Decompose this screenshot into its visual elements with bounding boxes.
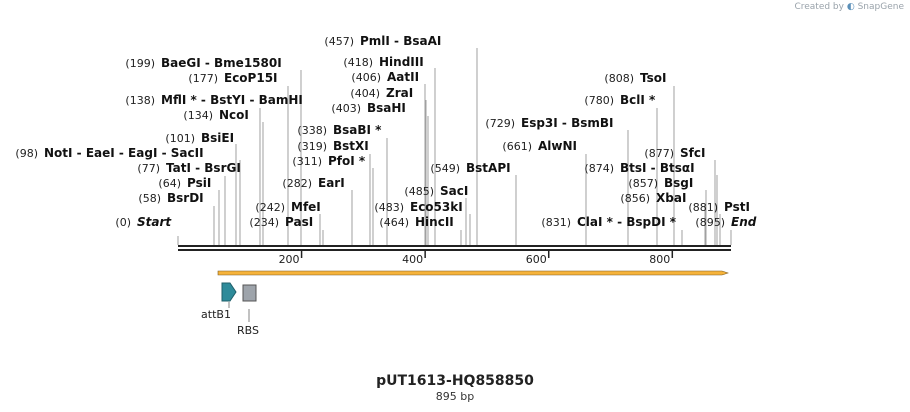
site-position: (134) bbox=[183, 109, 213, 122]
site-position: (549) bbox=[430, 162, 460, 175]
site-label[interactable]: BaeGI - Bme1580I bbox=[161, 56, 282, 70]
site-label[interactable]: SacI bbox=[440, 184, 468, 198]
site-leader-lines bbox=[177, 48, 732, 245]
rbs-label: RBS bbox=[237, 324, 259, 337]
site-label[interactable]: BtsI - BtsαI bbox=[620, 161, 695, 175]
site-labels: (0) Start (58) BsrDI(64) PsiI (77) TatI - BsrG… bbox=[15, 34, 756, 229]
site-position: (64) bbox=[158, 177, 181, 190]
site-position: (199) bbox=[125, 57, 155, 70]
rbs-feature-box[interactable] bbox=[242, 284, 257, 302]
attb1-label: attB1 bbox=[201, 308, 231, 321]
snapgene-logo-icon: ◐ bbox=[846, 2, 855, 12]
site-position: (418) bbox=[343, 56, 373, 69]
ruler-ticks: 200 400 600 800 bbox=[279, 251, 674, 266]
site-position: (877) bbox=[644, 147, 674, 160]
ruler-tick-label: 800 bbox=[649, 253, 670, 266]
site-position: (485) bbox=[404, 185, 434, 198]
site-label[interactable]: XbaI bbox=[656, 191, 686, 205]
site-label[interactable]: EarI bbox=[318, 176, 345, 190]
site-position: (661) bbox=[502, 140, 532, 153]
site-label[interactable]: BsgI bbox=[664, 176, 693, 190]
site-label[interactable]: TsoI bbox=[640, 71, 666, 85]
attb1-feature-arrow[interactable] bbox=[221, 282, 237, 302]
site-label[interactable]: TatI - BsrGI bbox=[166, 161, 241, 175]
site-label[interactable]: BsiEI bbox=[201, 131, 234, 145]
site-position: (780) bbox=[584, 94, 614, 107]
site-label[interactable]: BsaHI bbox=[367, 101, 406, 115]
site-position: (856) bbox=[620, 192, 650, 205]
site-position: (457) bbox=[324, 35, 354, 48]
site-position: (282) bbox=[282, 177, 312, 190]
site-position: (404) bbox=[350, 87, 380, 100]
site-position: (464) bbox=[379, 216, 409, 229]
site-label[interactable]: Start bbox=[137, 215, 172, 229]
site-label[interactable]: SfcI bbox=[680, 146, 705, 160]
site-label[interactable]: MfeI bbox=[291, 200, 321, 214]
site-label[interactable]: End bbox=[731, 215, 757, 229]
site-position: (483) bbox=[374, 201, 404, 214]
site-label[interactable]: PfoI * bbox=[328, 154, 366, 168]
site-position: (729) bbox=[485, 117, 515, 130]
site-position: (138) bbox=[125, 94, 155, 107]
site-position: (234) bbox=[249, 216, 279, 229]
site-position: (831) bbox=[541, 216, 571, 229]
site-position: (881) bbox=[688, 201, 718, 214]
ruler-tick-label: 200 bbox=[279, 253, 300, 266]
site-position: (874) bbox=[584, 162, 614, 175]
site-label[interactable]: BstAPI bbox=[466, 161, 511, 175]
credit-prefix: Created by bbox=[794, 2, 844, 12]
site-position: (857) bbox=[628, 177, 658, 190]
site-label[interactable]: ZraI bbox=[386, 86, 413, 100]
site-label[interactable]: MflI * - BstYI - BamHI bbox=[161, 93, 303, 107]
site-label[interactable]: AlwNI bbox=[538, 139, 577, 153]
plasmid-name: pUT1613-HQ858850 bbox=[376, 373, 534, 389]
site-position: (177) bbox=[188, 72, 218, 85]
orf-arrow bbox=[217, 270, 729, 276]
site-position: (242) bbox=[255, 201, 285, 214]
site-label[interactable]: AatII bbox=[387, 70, 419, 84]
site-label[interactable]: PsiI bbox=[187, 176, 211, 190]
site-label[interactable]: PstI bbox=[724, 200, 750, 214]
ruler-tick-label: 600 bbox=[526, 253, 547, 266]
site-label[interactable]: ClaI * - BspDI * bbox=[577, 215, 677, 229]
site-position: (319) bbox=[297, 140, 327, 153]
site-position: (338) bbox=[297, 124, 327, 137]
site-position: (403) bbox=[331, 102, 361, 115]
credit-brand: SnapGene bbox=[857, 2, 904, 12]
site-label[interactable]: HincII bbox=[415, 215, 454, 229]
site-position: (77) bbox=[137, 162, 160, 175]
site-label[interactable]: Eco53kI bbox=[410, 200, 463, 214]
site-label[interactable]: BstXI bbox=[333, 139, 369, 153]
site-label[interactable]: Esp3I - BsmBI bbox=[521, 116, 613, 130]
site-position: (0) bbox=[115, 216, 131, 229]
site-label[interactable]: BsrDI bbox=[167, 191, 204, 205]
site-label[interactable]: NcoI bbox=[219, 108, 249, 122]
site-position: (808) bbox=[604, 72, 634, 85]
site-position: (101) bbox=[165, 132, 195, 145]
site-position: (311) bbox=[292, 155, 322, 168]
site-label[interactable]: NotI - EaeI - EagI - SacII bbox=[44, 146, 204, 160]
ruler-tick-label: 400 bbox=[402, 253, 423, 266]
site-position: (406) bbox=[351, 71, 381, 84]
site-label[interactable]: EcoP15I bbox=[224, 71, 278, 85]
plasmid-size: 895 bp bbox=[435, 390, 475, 403]
site-label[interactable]: PasI bbox=[285, 215, 313, 229]
site-position: (58) bbox=[138, 192, 161, 205]
site-position: (895) bbox=[695, 216, 725, 229]
site-position: (98) bbox=[15, 147, 38, 160]
site-label[interactable]: BsaBI * bbox=[333, 123, 382, 137]
snapgene-credit: Created by ◐ SnapGene bbox=[794, 2, 904, 12]
site-label[interactable]: PmlI - BsaAI bbox=[360, 34, 441, 48]
site-label[interactable]: HindIII bbox=[379, 55, 424, 69]
site-label[interactable]: BclI * bbox=[620, 93, 656, 107]
